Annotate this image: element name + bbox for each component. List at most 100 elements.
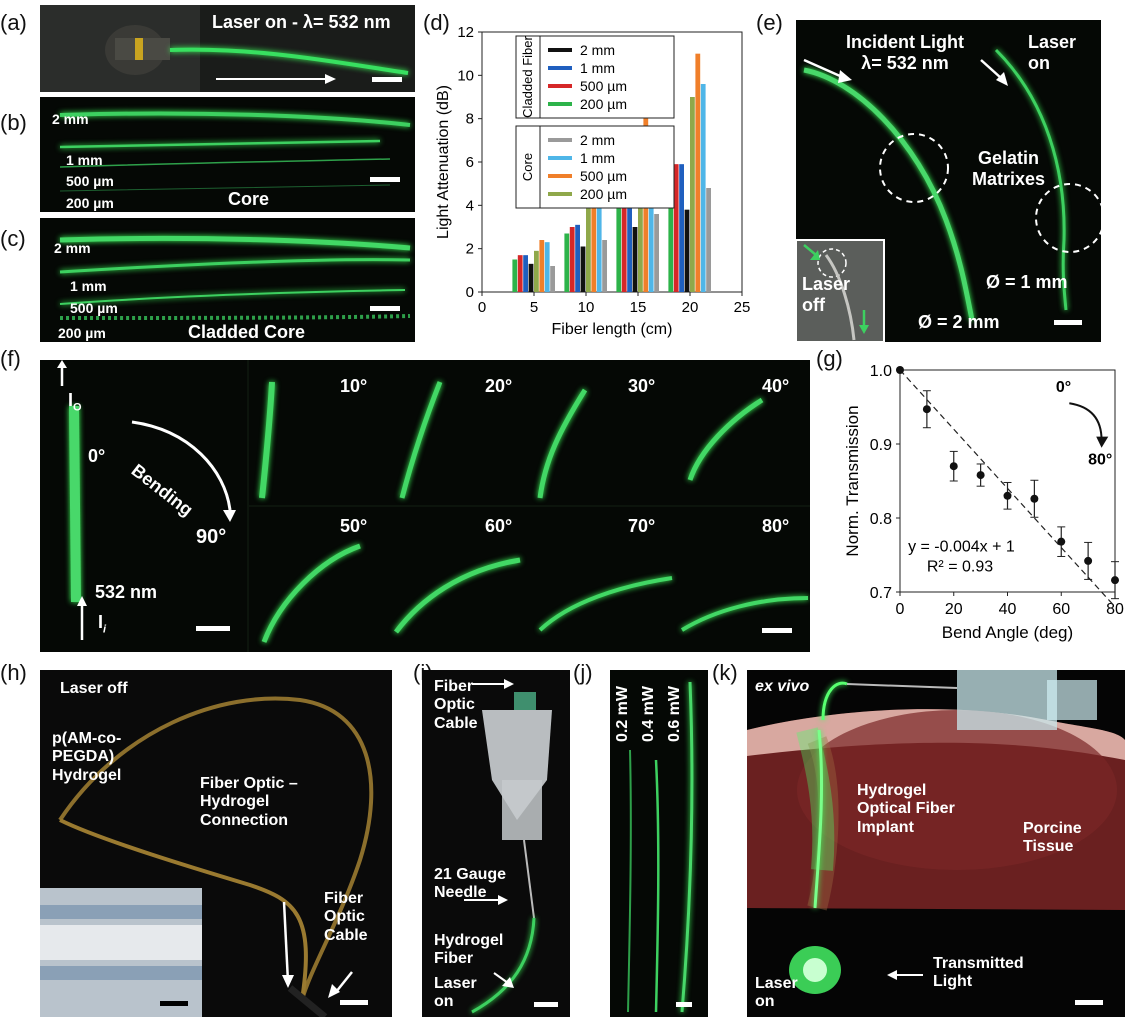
attenuation-bar-chart: 0 2 4 6 8 10 12 0 5 10 15 20 25 Fiber length (cm) Ligh… bbox=[435, 24, 750, 338]
caption-core: Core bbox=[228, 189, 270, 209]
size-200um: 200 µm bbox=[58, 325, 106, 341]
angle-60: 60° bbox=[485, 516, 513, 536]
data-point bbox=[1057, 537, 1066, 546]
x-tick-label: 20 bbox=[945, 601, 963, 618]
ex-vivo-implant-illustration bbox=[747, 670, 1125, 994]
gelatin-matrix-illustration bbox=[796, 48, 1101, 342]
caption-fiber-optic-cable: Fiber Optic Cable bbox=[324, 890, 368, 944]
arrow-end-label: 80° bbox=[1088, 452, 1112, 469]
bar bbox=[528, 263, 534, 292]
legend-label: 1 mm bbox=[580, 150, 615, 166]
legend-label: 500 µm bbox=[580, 168, 627, 184]
panel-label-b: (b) bbox=[0, 110, 27, 135]
caption-connection: Fiber Optic – Hydrogel Connection bbox=[200, 775, 298, 829]
panel-label-a: (a) bbox=[0, 10, 27, 35]
fit-r-squared: R² = 0.93 bbox=[927, 558, 993, 575]
size-500um: 500 µm bbox=[70, 300, 118, 316]
bending-series-illustration bbox=[57, 360, 810, 652]
wavelength-label: 532 nm bbox=[95, 582, 158, 602]
bar bbox=[596, 190, 602, 292]
ii-label-subscript: i bbox=[103, 623, 107, 636]
legend-label: 2 mm bbox=[580, 132, 615, 148]
caption-incident-light: Incident Light λ= 532 nm bbox=[846, 32, 964, 73]
bar bbox=[602, 240, 607, 292]
x-tick-label: 60 bbox=[1052, 601, 1070, 618]
photo-panel-j: 0.2 mW 0.4 mW 0.6 mW bbox=[610, 670, 708, 1017]
panel-label-h: (h) bbox=[0, 660, 27, 685]
bar bbox=[627, 194, 632, 292]
caption-laser-off: Laser off bbox=[802, 274, 851, 315]
y-axis-label: Norm. Transmission bbox=[843, 405, 862, 556]
scale-bar bbox=[762, 628, 792, 633]
y-tick-label: 6 bbox=[466, 154, 474, 171]
diameter-2mm: Ø = 2 mm bbox=[918, 312, 1000, 332]
x-tick-label: 10 bbox=[578, 299, 595, 316]
y-axis-label: Light Attenuation (dB) bbox=[435, 85, 452, 239]
data-point bbox=[1030, 494, 1039, 503]
bar bbox=[695, 53, 701, 292]
caption-porcine-tissue: Porcine Tissue bbox=[1023, 820, 1082, 856]
diameter-1mm: Ø = 1 mm bbox=[986, 272, 1068, 292]
caption-ex-vivo: ex vivo bbox=[755, 678, 810, 695]
panel-label-f: (f) bbox=[0, 346, 21, 371]
photo-panel-k: ex vivo Hydrogel Optical Fiber Implant P… bbox=[747, 670, 1125, 1017]
scale-bar bbox=[370, 177, 400, 182]
photo-panel-c: 2 mm 1 mm 500 µm 200 µm Cladded Core bbox=[40, 218, 415, 342]
bar bbox=[690, 97, 695, 292]
caption-laser-on: Laser on bbox=[755, 975, 798, 1011]
photo-panel-h: Laser off p(AM-co- PEGDA) Hydrogel Fiber… bbox=[40, 670, 392, 1017]
scale-bar bbox=[534, 1002, 558, 1007]
direction-arrow bbox=[216, 74, 336, 84]
core-fibers-illustration bbox=[59, 111, 411, 192]
legend-label: 200 µm bbox=[580, 186, 627, 202]
y-tick-label: 10 bbox=[457, 67, 474, 84]
panel-label-g: (g) bbox=[816, 346, 843, 371]
legend-label: 200 µm bbox=[580, 96, 627, 112]
caption-cladded-core: Cladded Core bbox=[188, 322, 306, 342]
power-0-2mw: 0.2 mW bbox=[614, 685, 631, 742]
scale-bar bbox=[370, 306, 400, 311]
y-tick-label: 0 bbox=[466, 284, 474, 301]
data-point bbox=[1003, 491, 1012, 500]
cladded-fibers-illustration bbox=[59, 235, 411, 320]
bar bbox=[700, 84, 706, 292]
bar bbox=[512, 259, 518, 292]
photo-panel-a: Laser on - λ= 532 nm bbox=[40, 5, 415, 92]
io-label-subscript: O bbox=[73, 401, 82, 414]
photo-panel-f: IO 0° Bending 90° 532 nm Ii 10° 20° 30° … bbox=[40, 360, 810, 652]
panel-label-j: (j) bbox=[573, 660, 593, 685]
caption-laser-on: Laser on - λ= 532 nm bbox=[212, 12, 391, 32]
bar bbox=[679, 164, 684, 292]
scale-bar bbox=[372, 77, 402, 82]
power-comparison-illustration bbox=[627, 681, 694, 1013]
bar bbox=[564, 233, 570, 292]
bar bbox=[544, 242, 550, 292]
size-2mm: 2 mm bbox=[54, 240, 91, 256]
fit-line bbox=[899, 369, 1116, 608]
caption-laser-on: Laser on bbox=[1028, 32, 1077, 73]
legend-group-title: Cladded Fiber bbox=[520, 36, 535, 118]
bar bbox=[534, 250, 539, 292]
x-tick-label: 40 bbox=[999, 601, 1017, 618]
needle-fiber-illustration bbox=[464, 679, 552, 1014]
caption-needle: 21 Gauge Needle bbox=[434, 866, 507, 902]
data-point bbox=[949, 462, 958, 471]
caption-hydrogel: p(AM-co- PEGDA) Hydrogel bbox=[52, 730, 122, 784]
angle-30: 30° bbox=[628, 376, 656, 396]
scale-bar bbox=[340, 1000, 368, 1005]
photo-panel-i: Fiber Optic Cable 21 Gauge Needle Hydrog… bbox=[422, 670, 570, 1017]
data-point bbox=[1111, 576, 1119, 585]
legend-label: 500 µm bbox=[580, 78, 627, 94]
angle-10: 10° bbox=[340, 376, 368, 396]
x-tick-label: 20 bbox=[682, 299, 699, 316]
bar bbox=[523, 255, 528, 292]
angle-80: 80° bbox=[762, 516, 790, 536]
size-2mm: 2 mm bbox=[52, 111, 89, 127]
legend-label: 1 mm bbox=[580, 60, 615, 76]
y-tick-label: 2 bbox=[466, 241, 474, 258]
panel-label-k: (k) bbox=[712, 660, 738, 685]
data-point bbox=[1084, 556, 1093, 565]
y-tick-label: 0.8 bbox=[870, 511, 892, 528]
bar bbox=[616, 205, 622, 292]
size-1mm: 1 mm bbox=[66, 152, 103, 168]
